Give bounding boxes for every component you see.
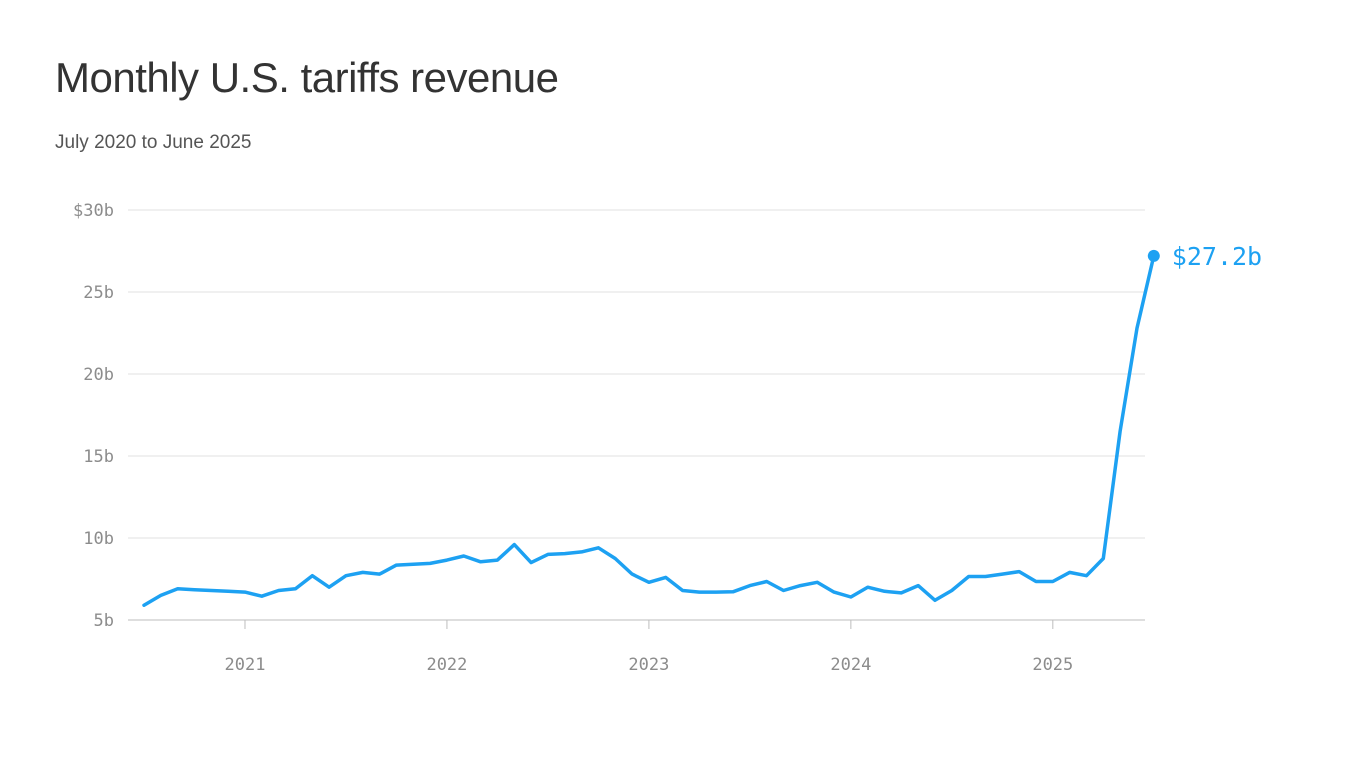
end-value-label: $27.2b bbox=[1172, 242, 1262, 271]
y-tick-label: 15b bbox=[83, 447, 114, 467]
y-axis-ticks: 5b 10b 15b 20b 25b $30b bbox=[73, 201, 114, 631]
y-tick-label: $30b bbox=[73, 201, 114, 221]
y-tick-label: 5b bbox=[94, 611, 114, 631]
chart-subtitle: July 2020 to June 2025 bbox=[55, 132, 252, 153]
x-tick-label: 2024 bbox=[830, 655, 871, 675]
y-tick-label: 20b bbox=[83, 365, 114, 385]
x-tick-label: 2023 bbox=[628, 655, 669, 675]
y-tick-label: 25b bbox=[83, 283, 114, 303]
x-tick-label: 2025 bbox=[1032, 655, 1073, 675]
grid-lines bbox=[128, 209, 1145, 621]
chart-title: Monthly U.S. tariffs revenue bbox=[55, 54, 559, 101]
x-axis-ticks: 2021 2022 2023 2024 2025 bbox=[225, 620, 1073, 675]
y-tick-label: 10b bbox=[83, 529, 114, 549]
x-tick-label: 2021 bbox=[225, 655, 266, 675]
end-point-marker bbox=[1147, 249, 1160, 262]
x-tick-label: 2022 bbox=[426, 655, 467, 675]
series-line bbox=[142, 254, 1156, 607]
